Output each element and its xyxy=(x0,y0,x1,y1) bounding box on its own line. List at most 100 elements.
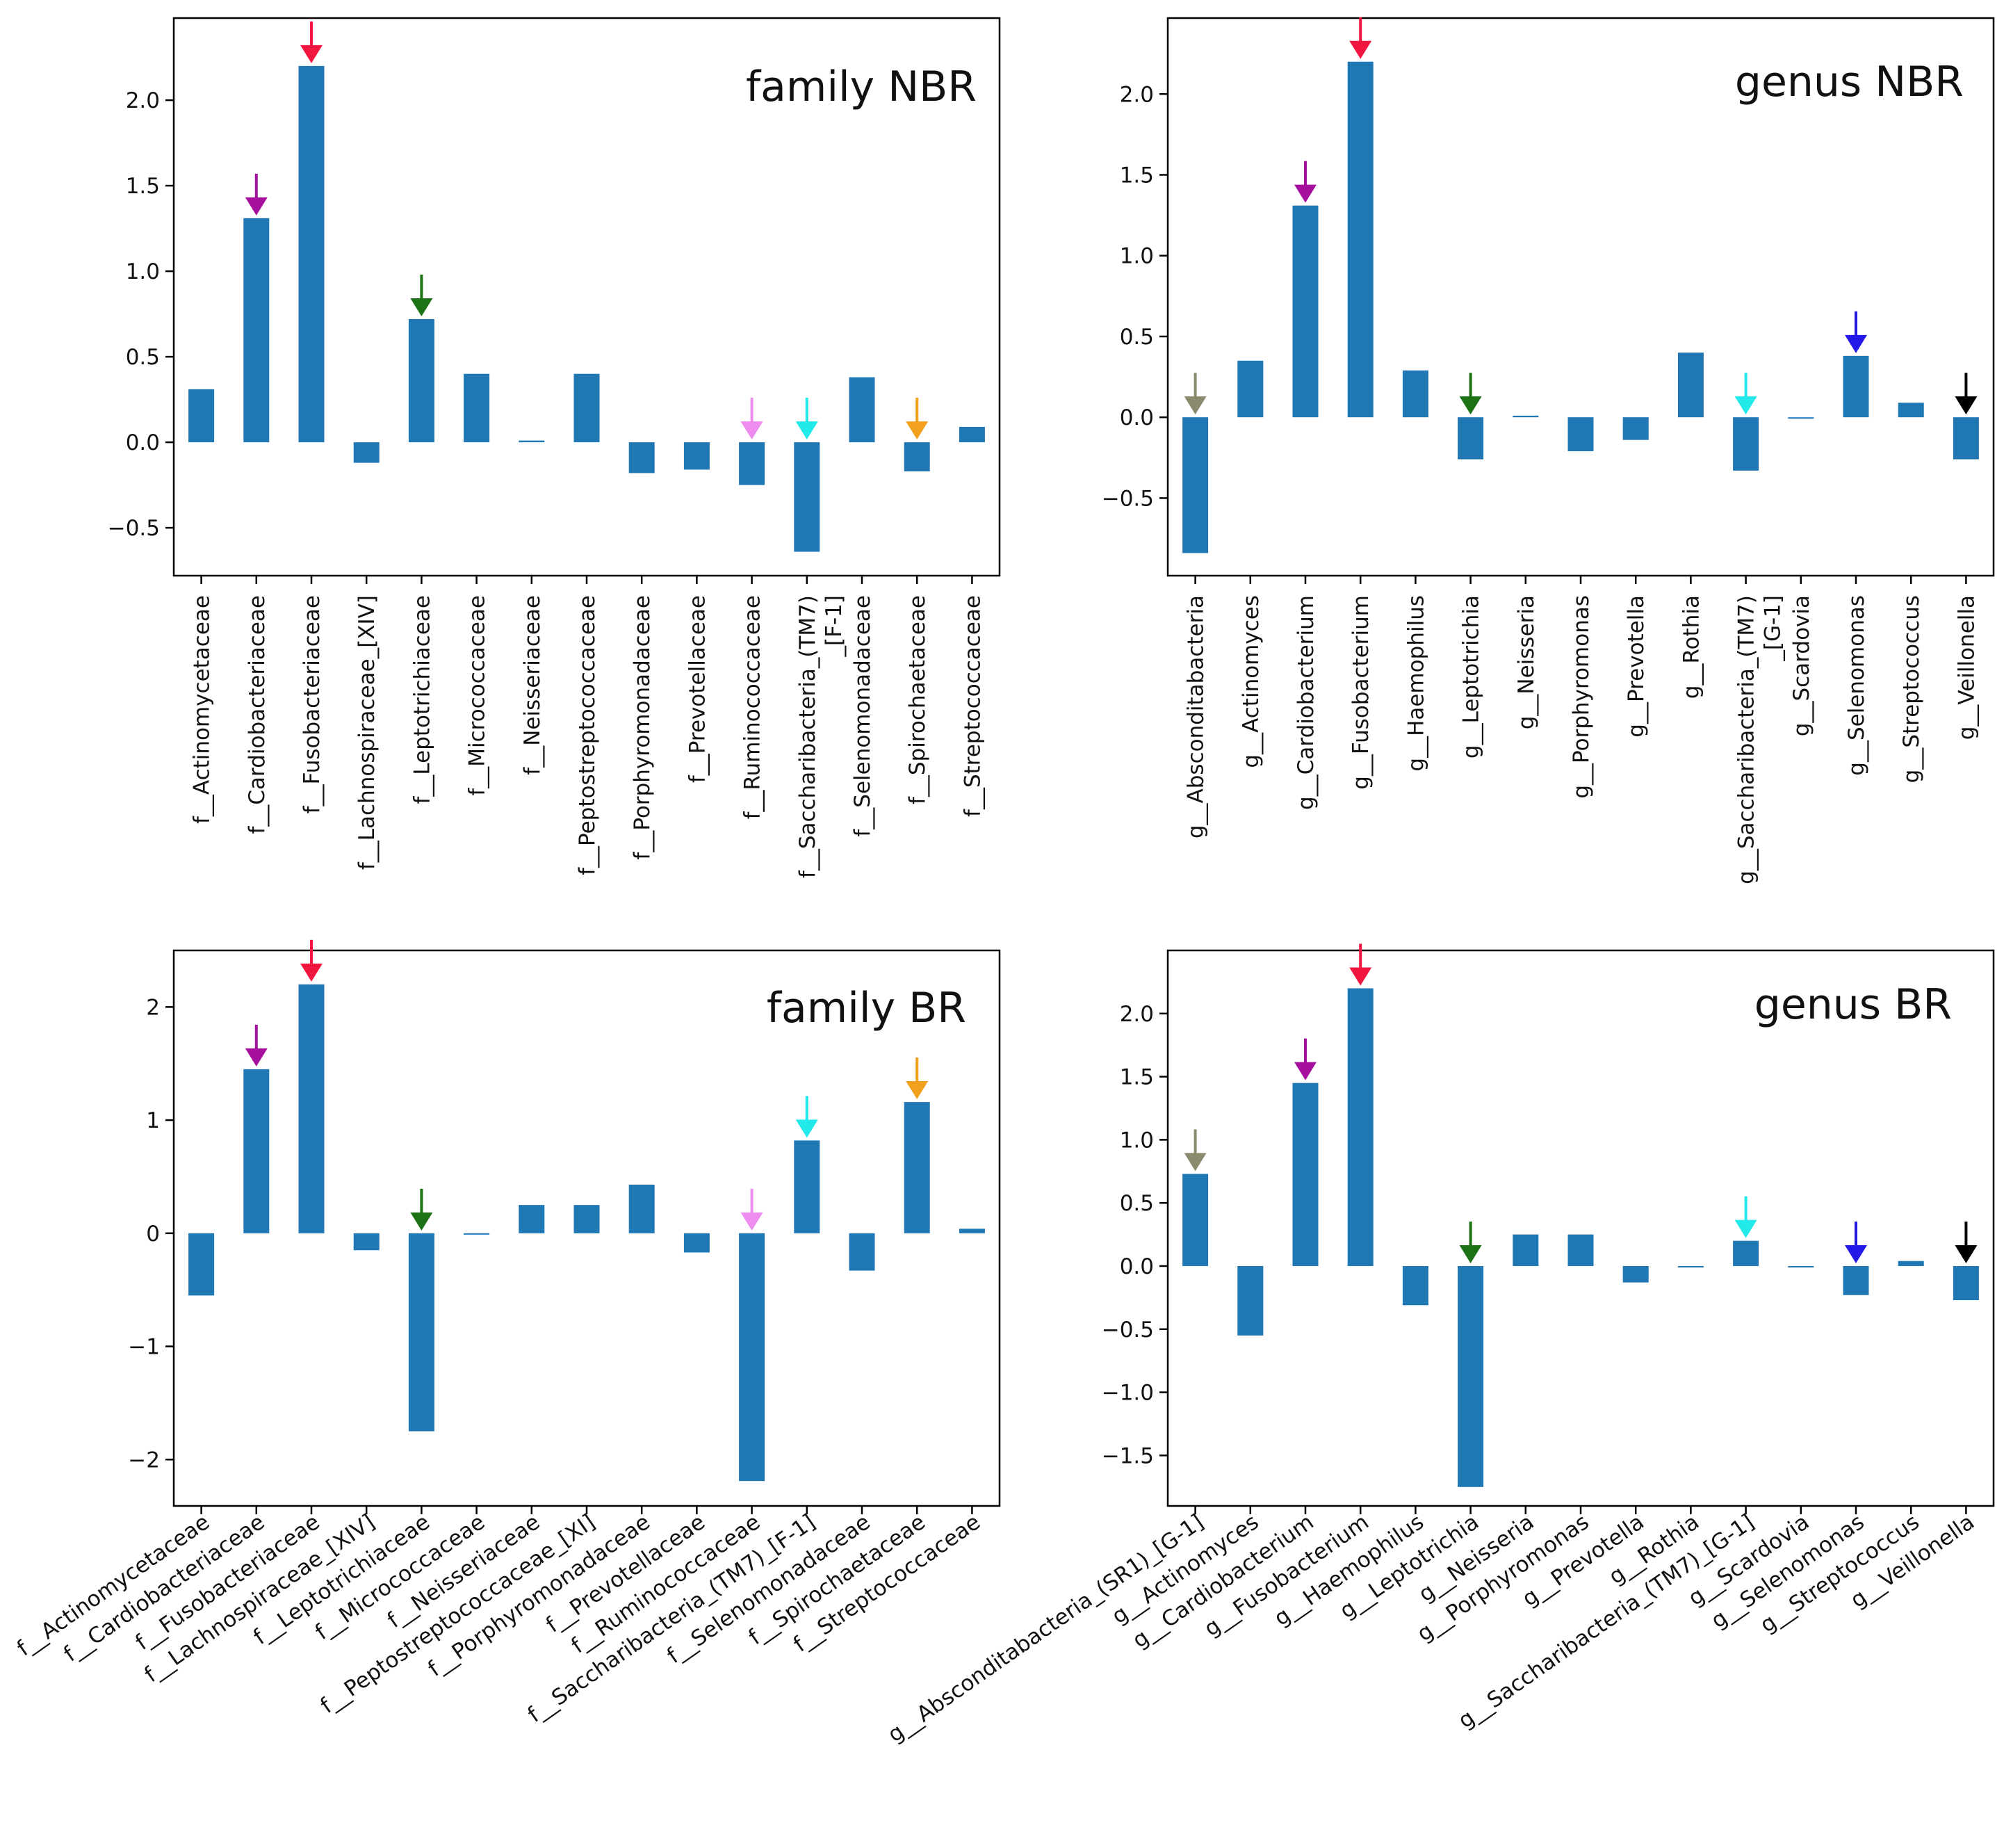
y-tick-label: 0.0 xyxy=(1120,405,1154,430)
category-label: g__Selenomonas xyxy=(1844,595,1869,776)
bar xyxy=(298,984,325,1233)
category-label: f__Ruminococcaceae xyxy=(740,595,765,819)
panel-title: genus BR xyxy=(1754,980,1952,1029)
arrow-head-icon xyxy=(245,1048,268,1067)
plot-frame xyxy=(1166,949,1995,1507)
bar xyxy=(243,1069,270,1233)
bar xyxy=(1292,1083,1319,1266)
bar xyxy=(1237,1265,1264,1336)
category-label: f__Leptotrichiaceae xyxy=(409,595,434,804)
y-tick-label: 1.0 xyxy=(1120,1128,1154,1153)
category-label: g__Haemophilus xyxy=(1403,595,1428,772)
category-label: g__Leptotrichia xyxy=(1459,595,1484,759)
bar xyxy=(1622,1265,1649,1283)
bar xyxy=(1953,1265,1979,1301)
category-label: g__Veillonella xyxy=(1954,595,1979,740)
arrow-head-icon xyxy=(906,421,929,440)
y-tick-label: 0.5 xyxy=(1120,325,1154,350)
bar xyxy=(1182,1174,1209,1266)
category-label: g__Actinomyces xyxy=(1239,595,1264,768)
y-tick-label: 0.0 xyxy=(1120,1254,1154,1279)
bar xyxy=(243,218,270,443)
bar xyxy=(464,1233,490,1235)
bar xyxy=(1237,360,1264,418)
arrow-head-icon xyxy=(1845,1245,1867,1263)
bar xyxy=(408,1233,434,1432)
bar xyxy=(519,1205,545,1233)
bar xyxy=(573,1205,600,1233)
arrow-head-icon xyxy=(1955,396,1978,415)
arrow-head-icon xyxy=(1349,967,1372,986)
panel-genus-nbr: genus NBR −0.5 0.0 0.5 1.0 1.5 2.0 g__Abscondit… xyxy=(1102,17,1995,884)
bar xyxy=(849,377,875,443)
bar xyxy=(353,1233,380,1251)
arrow-head-icon xyxy=(1184,1153,1207,1172)
y-tick-label: −1.0 xyxy=(1102,1381,1154,1406)
panel-family-br: family BR−2−1012f__Actinomycetaceaef__Ca… xyxy=(13,939,1001,1728)
bar xyxy=(1347,61,1374,418)
arrow-head-icon xyxy=(410,1212,433,1231)
category-label: f__Peptostreptococcaceae xyxy=(575,595,600,875)
bar xyxy=(188,389,215,443)
category-label: f__Selenomonadaceae xyxy=(850,595,875,837)
panel-family-nbr: family NBR −0.5 0.0 0.5 1.0 1.5 2.0 f__Actinomy… xyxy=(108,17,1001,878)
bar xyxy=(1513,415,1539,418)
category-label: g__Porphyromonas xyxy=(1569,595,1594,799)
bar xyxy=(519,440,545,443)
bar xyxy=(353,442,380,463)
arrow-head-icon xyxy=(1459,396,1482,415)
y-tick-label: 1 xyxy=(146,1108,160,1133)
bar xyxy=(904,442,930,471)
bar xyxy=(573,373,600,443)
category-label: f__Cardiobacteriaceae xyxy=(245,595,270,834)
category-label: f__Saccharibacteria_(TM7) xyxy=(795,595,820,878)
category-label: f__Micrococcaceae xyxy=(465,595,490,796)
category-label: _[G-1] xyxy=(1761,595,1786,662)
y-tick-label: −1.5 xyxy=(1102,1443,1154,1468)
bar xyxy=(1513,1234,1539,1266)
bar xyxy=(1292,205,1319,418)
bar xyxy=(1677,352,1704,418)
arrow-head-icon xyxy=(1845,334,1867,353)
y-tick-label: −0.5 xyxy=(1102,486,1154,511)
bar xyxy=(408,318,434,443)
bar xyxy=(904,1102,930,1233)
bar xyxy=(1733,1240,1759,1266)
bar xyxy=(1677,1265,1704,1267)
y-tick-label: 2.0 xyxy=(1120,82,1154,107)
panel-title: family BR xyxy=(767,984,966,1032)
y-tick-label: 0.0 xyxy=(126,430,160,455)
arrow-head-icon xyxy=(1349,40,1372,59)
bar xyxy=(1953,417,1979,460)
y-tick-label: −2 xyxy=(128,1448,160,1473)
arrow-head-icon xyxy=(1294,1062,1317,1080)
category-label: g__Saccharibacteria_(TM7) xyxy=(1734,595,1759,884)
bar xyxy=(1567,417,1594,452)
category-label: g__Prevotella xyxy=(1624,595,1649,738)
bar xyxy=(1182,417,1209,553)
bar xyxy=(1898,1261,1924,1266)
category-label: _[F-1] xyxy=(822,595,847,657)
category-label: g__Cardiobacterium xyxy=(1294,595,1319,810)
bar xyxy=(1843,355,1869,418)
arrow-head-icon xyxy=(1734,1219,1757,1238)
bar xyxy=(683,1233,710,1253)
y-tick-label: 0 xyxy=(146,1222,160,1247)
bar xyxy=(794,1140,820,1233)
bar xyxy=(464,373,490,443)
y-tick-label: 2.0 xyxy=(126,88,160,113)
arrow-head-icon xyxy=(795,1119,818,1138)
y-tick-label: 0.5 xyxy=(126,345,160,370)
bar xyxy=(298,65,325,443)
arrow-head-icon xyxy=(300,963,323,982)
bar xyxy=(1458,1265,1484,1487)
bar xyxy=(628,442,655,473)
bar xyxy=(683,442,710,470)
arrow-head-icon xyxy=(245,197,268,216)
bar xyxy=(1788,1265,1814,1267)
bar xyxy=(1347,988,1374,1266)
bar xyxy=(628,1184,655,1233)
y-tick-label: −0.5 xyxy=(1102,1318,1154,1343)
arrow-head-icon xyxy=(300,44,323,63)
